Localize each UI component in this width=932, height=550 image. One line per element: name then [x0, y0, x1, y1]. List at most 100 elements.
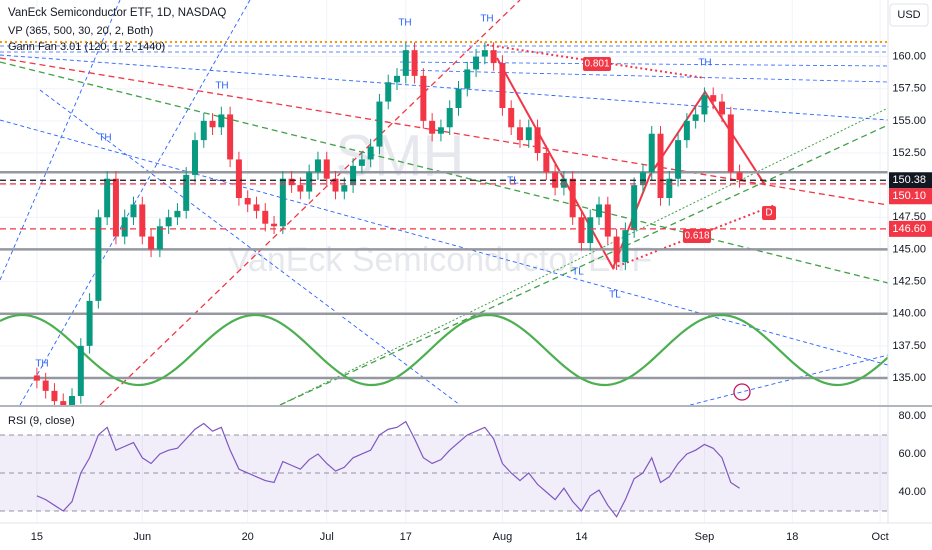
candle-body	[139, 204, 146, 237]
candle-body	[385, 82, 392, 102]
vp-line	[399, 61, 888, 67]
candle-body	[323, 159, 330, 179]
candle-body	[279, 178, 286, 227]
y-tick-label: 80.00	[898, 410, 926, 422]
candle-body	[420, 75, 427, 121]
candle-body	[200, 120, 207, 141]
candle-body	[262, 210, 269, 224]
drawings	[0, 0, 888, 405]
candle-body	[736, 172, 743, 180]
rsi-pane	[0, 420, 888, 518]
currency[interactable]: USD	[897, 9, 920, 21]
candle-body	[165, 217, 172, 227]
rsi-band	[0, 434, 888, 512]
x-tick-label: Jul	[320, 531, 334, 543]
candle-body	[429, 120, 436, 134]
candle-body	[297, 185, 304, 192]
candle-body	[51, 390, 58, 402]
annotation: TL	[609, 290, 621, 301]
candle-body	[69, 396, 76, 405]
candle-body	[543, 153, 550, 173]
x-tick-label: Aug	[493, 531, 513, 543]
indicator: VP (365, 500, 30, 20, 2, Both)	[8, 25, 153, 37]
candle-body	[596, 204, 603, 218]
y-tick-label: 60.00	[898, 448, 926, 460]
candle-body	[350, 165, 357, 186]
candle-body	[718, 101, 725, 115]
y-tick-label: 160.00	[892, 50, 926, 62]
candle-body	[253, 204, 260, 211]
x-tick-label: 20	[242, 531, 254, 543]
candle-body	[227, 114, 234, 160]
candle-body	[710, 95, 717, 102]
candle-body	[631, 185, 638, 231]
candle-body	[499, 63, 506, 108]
candle-body	[648, 133, 655, 173]
annotation: D	[765, 208, 772, 219]
watermark-symbol: SMH	[336, 123, 465, 188]
candle-body	[622, 230, 629, 263]
candle-body	[675, 140, 682, 179]
annotation: TH	[98, 133, 111, 144]
candle-body	[578, 217, 585, 243]
candle-body	[701, 95, 708, 115]
cycle-wave	[0, 313, 888, 387]
candle-body	[683, 120, 690, 141]
candle-body	[104, 178, 111, 218]
candle-body	[516, 127, 523, 141]
annotation: 0.801	[584, 59, 609, 70]
candle-body	[455, 88, 462, 108]
candle-body	[490, 50, 497, 63]
annotation-box	[762, 206, 776, 220]
candle-body	[42, 380, 49, 391]
y-tick-label: 157.50	[892, 83, 926, 95]
candle-body	[314, 159, 321, 173]
candle-body	[271, 223, 278, 227]
candle-body	[156, 226, 163, 250]
candle-body	[376, 101, 383, 147]
trend-line	[0, 54, 888, 121]
x-tick-label: 15	[31, 531, 43, 543]
candle-body	[508, 108, 515, 128]
candle-body	[112, 178, 119, 237]
candle-body	[481, 50, 488, 57]
annotation: TH	[215, 81, 228, 92]
candle-body	[727, 114, 734, 173]
candle-body	[95, 217, 102, 301]
candle-body	[411, 50, 418, 76]
candle-body	[358, 159, 365, 166]
x-tick-label: 14	[575, 531, 587, 543]
candle-body	[209, 120, 216, 128]
price-label: 150.10	[892, 190, 926, 202]
annotation: TH	[480, 14, 493, 25]
trend-line	[19, 0, 251, 405]
trend-line	[99, 0, 521, 405]
candle-body	[235, 159, 242, 198]
y-tick-label: 152.50	[892, 147, 926, 159]
annotation: TH	[698, 58, 711, 69]
y-tick-label: 137.50	[892, 340, 926, 352]
trend-line	[0, 0, 121, 281]
currency-box[interactable]	[889, 3, 929, 27]
candle-body	[437, 127, 444, 134]
candle-body	[473, 56, 480, 70]
y-tick-label: 155.00	[892, 115, 926, 127]
candle-body	[60, 401, 67, 405]
candle-body	[657, 133, 664, 198]
price-label-box	[889, 220, 932, 237]
candle-body	[464, 69, 471, 89]
candle-body	[402, 50, 409, 76]
candle-body	[244, 198, 251, 205]
trend-line	[689, 354, 888, 405]
annotation: TL	[572, 267, 584, 278]
trend-line	[0, 61, 888, 284]
candle-body	[587, 217, 594, 243]
trend-line	[279, 124, 888, 405]
rsi-line	[36, 420, 740, 518]
rsi-title: RSI (9, close)	[8, 415, 75, 427]
price-pane	[0, 42, 888, 405]
candle-body	[446, 108, 453, 128]
candle-body	[288, 178, 295, 186]
trend-line	[279, 107, 888, 405]
